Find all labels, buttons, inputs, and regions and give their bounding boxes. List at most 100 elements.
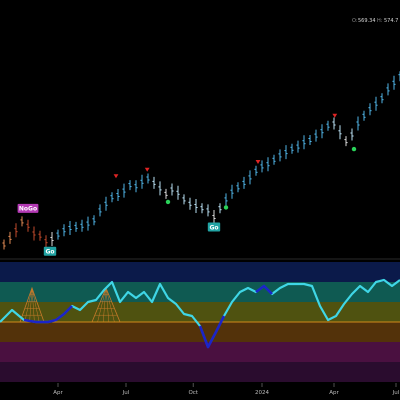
price-bar [296,140,300,153]
price-bar [362,110,366,121]
svg-text:NoGo: NoGo [19,206,37,213]
price-bar [308,135,312,145]
svg-text:Go: Go [209,224,218,231]
price-bar [140,174,144,189]
svg-text:Jul: Jul [392,390,400,396]
oscillator-panel[interactable] [0,262,400,382]
price-bar [194,199,198,213]
price-bar [332,117,336,130]
price-bar [86,216,90,231]
price-bar [212,210,216,224]
go-dot-marker [223,205,229,210]
high-label: H: [377,18,383,24]
price-bar [32,226,36,241]
price-bar [230,184,234,199]
price-bars [2,71,400,250]
nogo-triangle-marker [255,160,261,164]
price-bar [122,183,126,198]
price-bar [368,103,372,116]
price-bar [26,219,30,232]
price-bar [386,83,390,96]
price-bar [302,135,306,150]
svg-text:2024: 2024 [255,390,269,396]
oscillator-band [0,362,400,382]
price-bar [50,232,54,246]
price-bar [350,128,354,141]
price-bar [20,216,24,227]
price-bar [80,219,84,232]
price-bar [146,173,150,184]
open-value: 569.34 [358,18,376,24]
open-label: O: [352,18,358,24]
price-bar [242,176,246,189]
price-bar [314,129,318,142]
nogo-triangle-marker [144,167,150,172]
price-bar [164,188,168,199]
price-bar [38,230,42,241]
go-badge: Go [43,246,57,256]
price-bar [110,192,114,203]
price-bar [98,204,102,217]
svg-text:Oct: Oct [188,390,198,396]
oscillator-low-segment [23,305,73,324]
go-dot-marker [351,146,357,152]
high-value: 574.7 [384,18,398,24]
price-bar [218,203,222,214]
oscillator-low-segment [198,315,226,349]
price-bar [182,194,186,205]
nogo-triangle-marker [113,174,119,179]
price-bar [266,157,270,172]
price-bar [152,176,156,189]
price-bar [224,193,228,206]
svg-text:Apr: Apr [329,390,339,396]
price-bar [344,136,348,147]
price-bar [392,75,396,90]
x-tick: Apr [53,383,63,396]
price-bar [158,181,162,196]
price-bar [68,221,72,235]
oscillator-bands [0,262,400,382]
price-panel[interactable]: NoGo Go Go [2,71,400,256]
price-bar [248,170,252,185]
nogo-badge: NoGo [17,203,39,213]
price-bar [176,185,180,200]
oscillator-band [0,282,400,302]
price-bar [62,224,66,237]
svg-text:Jul: Jul [122,390,130,396]
x-tick: Jul [392,383,400,396]
oscillator-band [0,342,400,362]
price-bar [338,125,342,140]
go-dot-marker [165,199,171,205]
price-bar [134,180,138,193]
price-bar [290,143,294,154]
svg-text:Apr: Apr [53,390,63,396]
price-bar [260,160,264,173]
price-bar [104,196,108,211]
price-bar [278,149,282,162]
nogo-triangle-marker [332,113,338,118]
price-bar [2,239,6,250]
x-tick: Jul [122,383,130,396]
price-bar [188,197,192,210]
x-tick: Oct [188,383,199,396]
price-bar [320,124,324,139]
oscillator-band [0,302,400,322]
price-bar [374,96,378,111]
ohlc-readout: O: 569.34 H: 574.7 [352,18,398,24]
price-bar [284,145,288,160]
price-bar [380,93,384,104]
price-bar [116,189,120,201]
svg-text:Go: Go [45,249,54,256]
price-bar [56,229,60,240]
price-bar [14,223,18,238]
x-axis: Apr Jul Oct 2024 Apr Jul [53,383,400,396]
price-bar [326,120,330,131]
price-bar [200,203,204,214]
oscillator-band [0,322,400,342]
price-bar [128,180,132,191]
price-bar [44,235,48,248]
x-tick: 2024 [255,383,269,396]
price-bar [92,215,96,226]
signal-markers: NoGo Go Go [17,113,357,256]
